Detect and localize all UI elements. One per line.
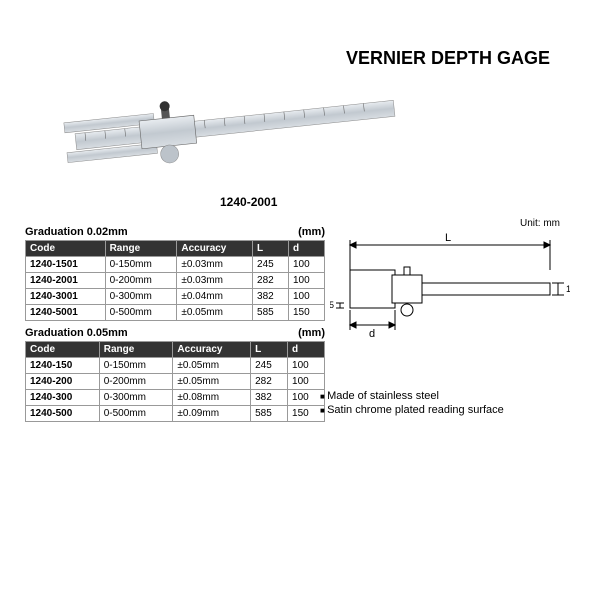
- table2-caption-left: Graduation 0.05mm: [25, 327, 128, 339]
- table-cell: 0-300mm: [105, 289, 177, 305]
- table-row: 1240-30010-300mm±0.04mm382100: [26, 289, 325, 305]
- feature-notes: Made of stainless steel Satin chrome pla…: [320, 390, 570, 418]
- table-header: Code: [26, 342, 100, 358]
- table-cell: 0-200mm: [99, 374, 173, 390]
- table-cell: 245: [253, 257, 289, 273]
- table-header: d: [288, 241, 324, 257]
- table-cell: 100: [288, 374, 325, 390]
- table-header: L: [251, 342, 288, 358]
- spec-table-2: CodeRangeAccuracyLd 1240-1500-150mm±0.05…: [25, 341, 325, 422]
- table-cell: 150: [288, 406, 325, 422]
- table1-caption-right: (mm): [298, 226, 325, 238]
- table-cell: 0-500mm: [99, 406, 173, 422]
- table2-caption: Graduation 0.05mm (mm): [25, 327, 325, 339]
- table-row: 1240-1500-150mm±0.05mm245100: [26, 358, 325, 374]
- table-cell: 282: [251, 374, 288, 390]
- table-row: 1240-20010-200mm±0.03mm282100: [26, 273, 325, 289]
- dim-5: 5: [330, 300, 334, 310]
- table-cell: 100: [288, 358, 325, 374]
- table2-caption-right: (mm): [298, 327, 325, 339]
- table-cell: 1240-300: [26, 390, 100, 406]
- model-number: 1240-2001: [220, 195, 277, 209]
- table-cell: ±0.03mm: [177, 273, 253, 289]
- table-row: 1240-2000-200mm±0.05mm282100: [26, 374, 325, 390]
- table-cell: 1240-200: [26, 374, 100, 390]
- table-cell: ±0.03mm: [177, 257, 253, 273]
- table-cell: ±0.05mm: [173, 374, 251, 390]
- note-item: Made of stainless steel: [320, 390, 570, 402]
- table-cell: ±0.05mm: [173, 358, 251, 374]
- table-cell: ±0.05mm: [177, 305, 253, 321]
- table-cell: ±0.09mm: [173, 406, 251, 422]
- table-cell: 382: [253, 289, 289, 305]
- table-cell: 382: [251, 390, 288, 406]
- dim-L: L: [445, 232, 451, 244]
- table-cell: 245: [251, 358, 288, 374]
- table-cell: 150: [288, 305, 324, 321]
- page: VERNIER DEPTH GAGE: [20, 20, 580, 580]
- spec-tables: Graduation 0.02mm (mm) CodeRangeAccuracy…: [25, 220, 325, 422]
- table-cell: 1240-2001: [26, 273, 106, 289]
- table-header: L: [253, 241, 289, 257]
- table-cell: 100: [288, 273, 324, 289]
- table-cell: 1240-5001: [26, 305, 106, 321]
- table-header: Range: [99, 342, 173, 358]
- note-item: Satin chrome plated reading surface: [320, 404, 570, 416]
- table-cell: 1240-3001: [26, 289, 106, 305]
- product-photo: [55, 75, 415, 175]
- table-cell: 0-150mm: [99, 358, 173, 374]
- table-header: Accuracy: [173, 342, 251, 358]
- table-cell: 100: [288, 289, 324, 305]
- table1-caption-left: Graduation 0.02mm: [25, 226, 128, 238]
- table-header: Accuracy: [177, 241, 253, 257]
- dimension-diagram: L d 11.5 5: [330, 225, 570, 365]
- table-cell: 282: [253, 273, 289, 289]
- table-header: Range: [105, 241, 177, 257]
- table-row: 1240-50010-500mm±0.05mm585150: [26, 305, 325, 321]
- table-header: Code: [26, 241, 106, 257]
- table-cell: ±0.04mm: [177, 289, 253, 305]
- dim-d: d: [369, 328, 375, 340]
- table-cell: 0-300mm: [99, 390, 173, 406]
- table-row: 1240-15010-150mm±0.03mm245100: [26, 257, 325, 273]
- table1-caption: Graduation 0.02mm (mm): [25, 226, 325, 238]
- table-cell: 0-500mm: [105, 305, 177, 321]
- table-cell: 0-200mm: [105, 273, 177, 289]
- table-header: d: [288, 342, 325, 358]
- dim-11-5: 11.5: [566, 284, 570, 294]
- table-cell: ±0.08mm: [173, 390, 251, 406]
- table-cell: 0-150mm: [105, 257, 177, 273]
- table-cell: 1240-1501: [26, 257, 106, 273]
- table-cell: 1240-500: [26, 406, 100, 422]
- table-row: 1240-5000-500mm±0.09mm585150: [26, 406, 325, 422]
- table-row: 1240-3000-300mm±0.08mm382100: [26, 390, 325, 406]
- table-cell: 100: [288, 390, 325, 406]
- table-cell: 100: [288, 257, 324, 273]
- table-cell: 1240-150: [26, 358, 100, 374]
- table-cell: 585: [251, 406, 288, 422]
- page-title: VERNIER DEPTH GAGE: [346, 48, 550, 69]
- table-cell: 585: [253, 305, 289, 321]
- spec-table-1: CodeRangeAccuracyLd 1240-15010-150mm±0.0…: [25, 240, 325, 321]
